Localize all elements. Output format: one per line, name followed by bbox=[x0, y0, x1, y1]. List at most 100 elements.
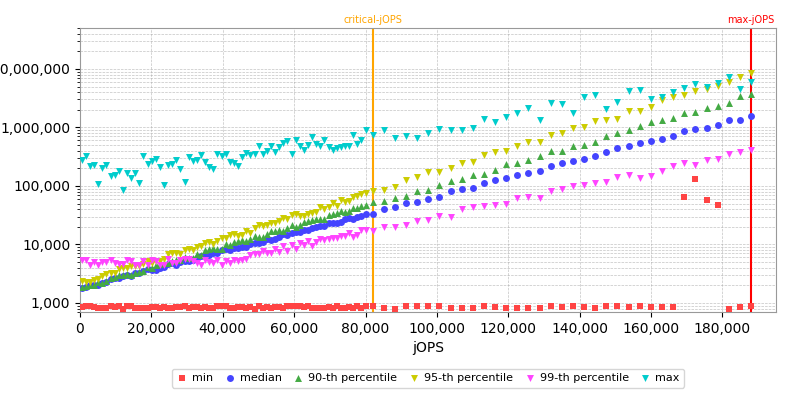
95-th percentile bbox=[88, 277, 101, 284]
min bbox=[194, 305, 207, 312]
median bbox=[366, 210, 379, 217]
min bbox=[96, 305, 109, 311]
90-th percentile bbox=[265, 228, 278, 234]
max bbox=[611, 99, 624, 105]
99-th percentile bbox=[261, 250, 274, 256]
median bbox=[117, 273, 130, 279]
99-th percentile bbox=[203, 258, 216, 265]
max bbox=[366, 132, 379, 138]
90-th percentile bbox=[112, 272, 125, 279]
99-th percentile bbox=[108, 260, 121, 266]
median bbox=[281, 232, 294, 238]
99-th percentile bbox=[689, 162, 702, 169]
min bbox=[84, 303, 97, 310]
90-th percentile bbox=[248, 233, 261, 240]
90-th percentile bbox=[330, 210, 343, 216]
max bbox=[589, 92, 602, 98]
99-th percentile bbox=[711, 156, 724, 162]
max bbox=[285, 151, 298, 158]
median bbox=[174, 259, 187, 265]
median bbox=[745, 113, 758, 120]
min bbox=[186, 304, 199, 310]
99-th percentile bbox=[125, 258, 138, 264]
99-th percentile bbox=[422, 216, 434, 223]
90-th percentile bbox=[88, 282, 101, 288]
99-th percentile bbox=[600, 179, 613, 186]
90-th percentile bbox=[215, 246, 228, 252]
95-th percentile bbox=[366, 187, 379, 194]
90-th percentile bbox=[634, 123, 646, 129]
90-th percentile bbox=[478, 170, 490, 177]
min bbox=[248, 305, 261, 312]
90-th percentile bbox=[261, 231, 274, 237]
min bbox=[219, 303, 232, 309]
99-th percentile bbox=[655, 168, 668, 174]
max bbox=[88, 162, 101, 169]
99-th percentile bbox=[306, 242, 318, 249]
median bbox=[236, 244, 249, 250]
99-th percentile bbox=[277, 243, 290, 250]
95-th percentile bbox=[211, 238, 224, 244]
99-th percentile bbox=[389, 224, 402, 230]
max bbox=[310, 140, 322, 147]
max bbox=[219, 150, 232, 157]
90-th percentile bbox=[611, 130, 624, 136]
90-th percentile bbox=[290, 224, 302, 231]
min bbox=[129, 305, 142, 311]
99-th percentile bbox=[745, 146, 758, 153]
max bbox=[444, 126, 457, 133]
99-th percentile bbox=[342, 230, 355, 236]
min bbox=[265, 304, 278, 311]
95-th percentile bbox=[645, 103, 658, 110]
max bbox=[522, 105, 535, 111]
median bbox=[100, 279, 113, 286]
max bbox=[347, 132, 360, 139]
max bbox=[655, 94, 668, 100]
95-th percentile bbox=[186, 246, 199, 253]
99-th percentile bbox=[310, 239, 322, 245]
median bbox=[678, 128, 690, 134]
max bbox=[125, 175, 138, 181]
max bbox=[162, 162, 174, 168]
95-th percentile bbox=[232, 232, 245, 239]
99-th percentile bbox=[290, 246, 302, 253]
90-th percentile bbox=[277, 228, 290, 234]
90-th percentile bbox=[96, 280, 109, 286]
95-th percentile bbox=[244, 229, 257, 236]
99-th percentile bbox=[433, 213, 446, 219]
90-th percentile bbox=[141, 264, 154, 270]
90-th percentile bbox=[190, 250, 203, 257]
99-th percentile bbox=[355, 227, 368, 233]
95-th percentile bbox=[92, 275, 105, 282]
min bbox=[182, 305, 195, 311]
90-th percentile bbox=[79, 282, 92, 289]
median bbox=[104, 276, 117, 282]
99-th percentile bbox=[240, 256, 253, 262]
min bbox=[236, 304, 249, 310]
median bbox=[223, 247, 236, 253]
max bbox=[182, 154, 195, 160]
90-th percentile bbox=[589, 138, 602, 145]
max bbox=[154, 163, 166, 170]
max bbox=[355, 136, 368, 143]
95-th percentile bbox=[422, 169, 434, 176]
Legend: min, median, 90-th percentile, 95-th percentile, 99-th percentile, max: min, median, 90-th percentile, 95-th per… bbox=[172, 369, 684, 388]
95-th percentile bbox=[522, 139, 535, 146]
max bbox=[745, 79, 758, 86]
95-th percentile bbox=[489, 149, 502, 156]
median bbox=[298, 226, 310, 233]
90-th percentile bbox=[489, 167, 502, 174]
99-th percentile bbox=[533, 195, 546, 201]
95-th percentile bbox=[174, 251, 187, 257]
95-th percentile bbox=[125, 263, 138, 270]
max bbox=[466, 124, 479, 131]
95-th percentile bbox=[182, 246, 195, 252]
min bbox=[290, 302, 302, 309]
90-th percentile bbox=[178, 254, 191, 260]
median bbox=[455, 185, 468, 192]
median bbox=[645, 137, 658, 144]
95-th percentile bbox=[298, 212, 310, 219]
99-th percentile bbox=[211, 256, 224, 263]
max bbox=[265, 142, 278, 149]
median bbox=[722, 117, 735, 124]
